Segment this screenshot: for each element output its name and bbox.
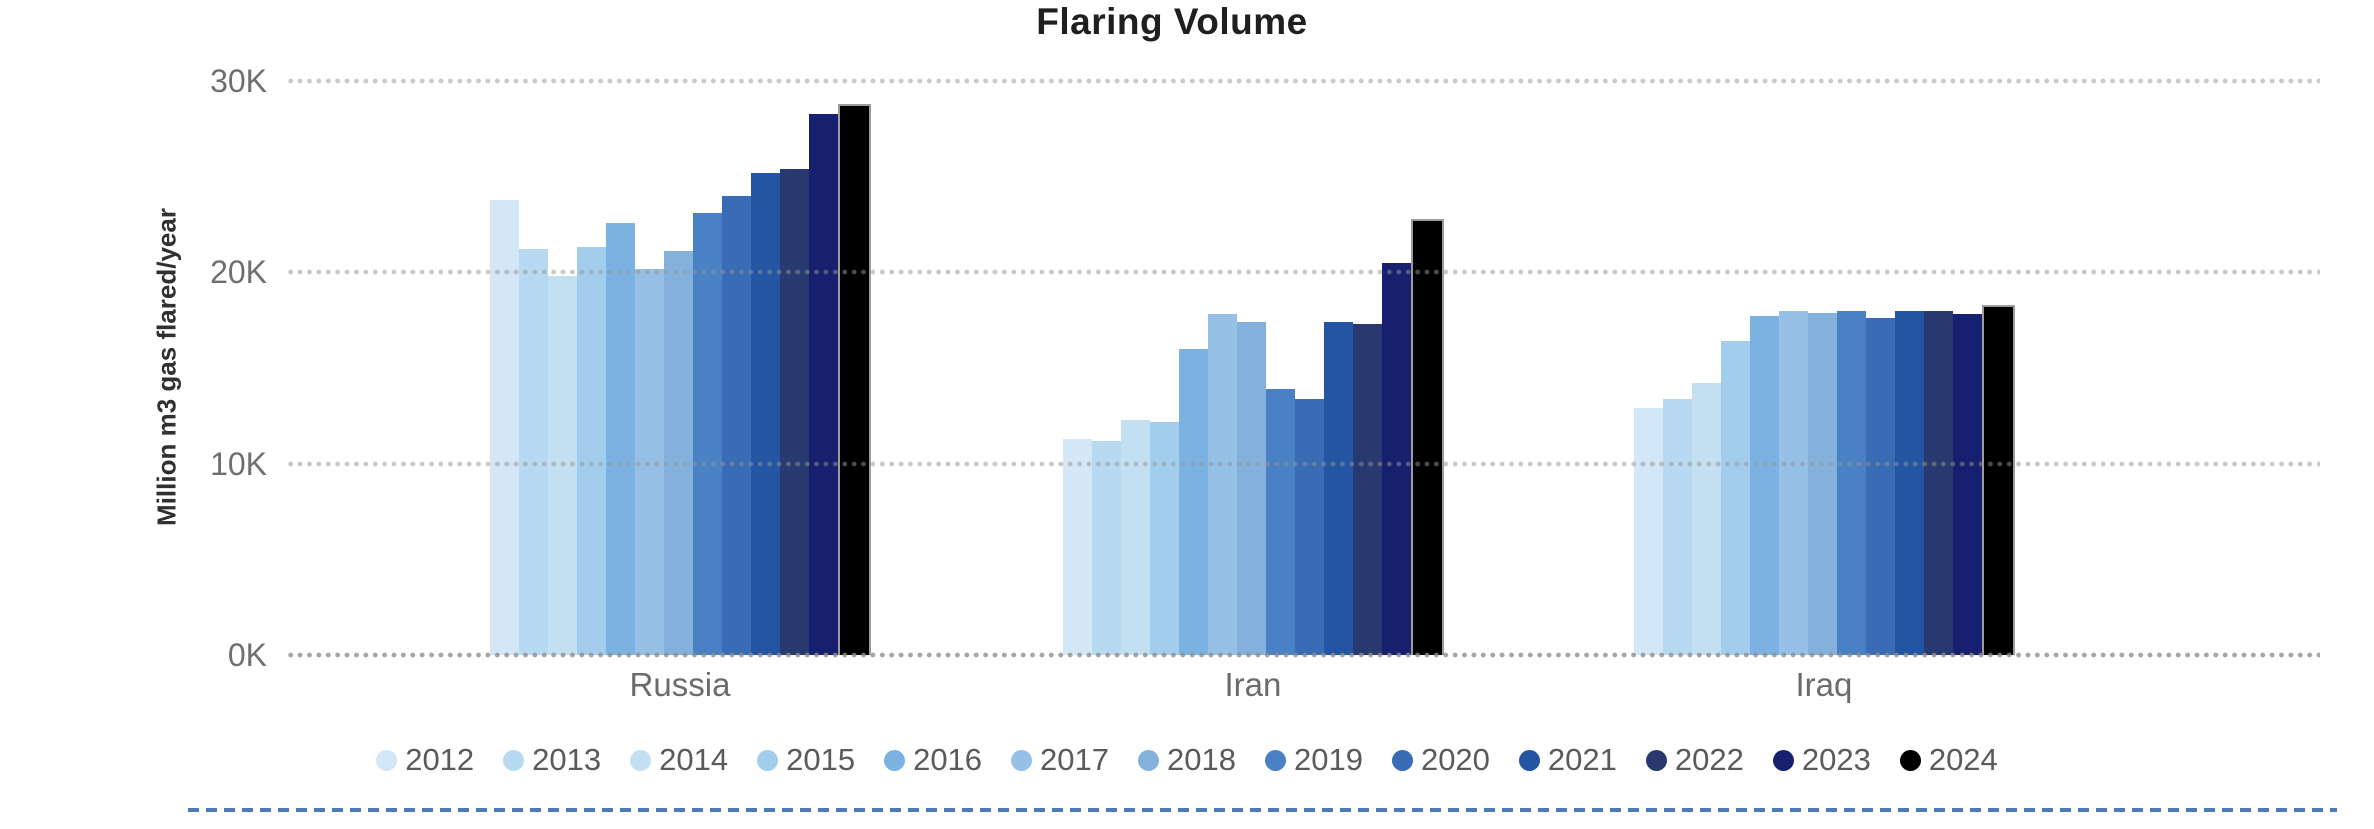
legend-swatch-2019 (1264, 749, 1286, 771)
bar-iran-2017[interactable] (1207, 314, 1237, 655)
legend: 2012 2013 2014 2015 2016 2017 2018 2019 2020 2021… (0, 742, 2374, 778)
legend-item-2022[interactable]: 2022 (1645, 742, 1744, 778)
bar-group-iraq (1633, 81, 2015, 655)
bar-iran-2012[interactable] (1062, 438, 1092, 655)
legend-swatch-2023 (1772, 749, 1794, 771)
legend-swatch-2012 (376, 749, 398, 771)
bar-iran-2023[interactable] (1381, 262, 1411, 655)
legend-item-2018[interactable]: 2018 (1138, 742, 1236, 778)
bar-iraq-2017[interactable] (1778, 310, 1808, 655)
legend-swatch-2013 (503, 749, 525, 771)
legend-swatch-2021 (1518, 749, 1540, 771)
chart-title: Flaring Volume (1036, 1, 1308, 42)
bar-iraq-2016[interactable] (1749, 316, 1779, 655)
bar-iraq-2020[interactable] (1865, 318, 1895, 655)
y-tick-label-20k: 20K (210, 254, 267, 291)
bar-iraq-2023[interactable] (1952, 314, 1982, 655)
bar-russia-2019[interactable] (693, 213, 722, 655)
bar-iraq-2018[interactable] (1807, 312, 1837, 655)
bar-group-iran (1062, 81, 1444, 655)
bottom-dashed-separator (188, 808, 2337, 812)
bar-russia-2014[interactable] (548, 276, 577, 655)
bar-iraq-2015[interactable] (1720, 341, 1750, 655)
legend-swatch-2016 (884, 749, 906, 771)
legend-label-2017: 2017 (1040, 742, 1110, 777)
bar-russia-2016[interactable] (606, 222, 635, 655)
bar-russia-2023[interactable] (809, 113, 838, 655)
legend-item-2021[interactable]: 2021 (1518, 742, 1617, 778)
bar-group-russia (490, 81, 871, 655)
legend-label-2012: 2012 (405, 742, 475, 777)
bar-iran-2022[interactable] (1352, 324, 1382, 655)
legend-item-2020[interactable]: 2020 (1391, 742, 1490, 778)
bar-russia-2012[interactable] (490, 199, 519, 655)
bar-iran-2015[interactable] (1149, 421, 1179, 655)
bar-iran-2021[interactable] (1323, 322, 1353, 655)
legend-swatch-2022 (1645, 749, 1667, 771)
legend-label-2015: 2015 (786, 742, 856, 777)
bar-iraq-2014[interactable] (1691, 383, 1721, 655)
legend-item-2015[interactable]: 2015 (757, 742, 855, 778)
bar-iraq-2021[interactable] (1894, 310, 1924, 655)
legend-label-2021: 2021 (1547, 742, 1617, 777)
legend-label-2020: 2020 (1420, 742, 1490, 777)
category-label-russia: Russia (629, 666, 731, 703)
legend-swatch-2014 (630, 749, 652, 771)
legend-label-2016: 2016 (913, 742, 983, 777)
y-tick-label-0k: 0K (227, 637, 267, 673)
y-tick-label-30k: 30K (210, 63, 267, 99)
bar-russia-2021[interactable] (751, 172, 780, 655)
legend-label-2014: 2014 (659, 742, 729, 777)
bar-russia-2018[interactable] (664, 251, 693, 655)
bar-iran-2014[interactable] (1120, 419, 1150, 655)
legend-swatch-2020 (1391, 749, 1413, 771)
plot-area (286, 78, 2320, 658)
legend-item-2019[interactable]: 2019 (1264, 742, 1363, 778)
legend-item-2013[interactable]: 2013 (503, 742, 601, 778)
legend-item-2016[interactable]: 2016 (884, 742, 982, 778)
legend-label-2022: 2022 (1674, 742, 1744, 777)
bar-russia-2017[interactable] (635, 268, 664, 655)
category-label-iran: Iran (1224, 666, 1282, 703)
bar-russia-2022[interactable] (780, 169, 809, 655)
bar-iraq-2012[interactable] (1633, 408, 1663, 655)
legend-item-2014[interactable]: 2014 (630, 742, 728, 778)
legend-swatch-2018 (1138, 749, 1160, 771)
legend-item-2017[interactable]: 2017 (1011, 742, 1109, 778)
bar-iran-2018[interactable] (1236, 322, 1266, 655)
bar-iran-2020[interactable] (1294, 398, 1324, 655)
bar-russia-2013[interactable] (519, 249, 548, 655)
legend-item-2023[interactable]: 2023 (1772, 742, 1871, 778)
legend-item-2012[interactable]: 2012 (376, 742, 474, 778)
bar-iraq-2024[interactable] (1981, 304, 2015, 655)
bar-russia-2024[interactable] (838, 103, 871, 655)
bar-iraq-2022[interactable] (1923, 310, 1953, 655)
legend-label-2019: 2019 (1293, 742, 1363, 777)
bar-iran-2016[interactable] (1178, 348, 1208, 655)
legend-swatch-2015 (757, 749, 779, 771)
bar-russia-2015[interactable] (577, 247, 606, 655)
legend-swatch-2024 (1899, 749, 1921, 771)
y-tick-label-10k: 10K (210, 445, 267, 482)
bar-iran-2019[interactable] (1265, 389, 1295, 655)
bar-russia-2020[interactable] (722, 195, 751, 655)
legend-label-2024: 2024 (1928, 742, 1998, 777)
bar-iran-2024[interactable] (1410, 218, 1444, 655)
legend-item-2024[interactable]: 2024 (1899, 742, 1998, 778)
legend-label-2018: 2018 (1167, 742, 1236, 777)
category-label-iraq: Iraq (1795, 666, 1853, 703)
legend-label-2013: 2013 (532, 742, 602, 777)
legend-swatch-2017 (1011, 749, 1033, 771)
bar-iraq-2013[interactable] (1662, 398, 1692, 655)
bar-iraq-2019[interactable] (1836, 310, 1866, 655)
bar-iran-2013[interactable] (1091, 440, 1121, 655)
legend-label-2023: 2023 (1801, 742, 1871, 777)
